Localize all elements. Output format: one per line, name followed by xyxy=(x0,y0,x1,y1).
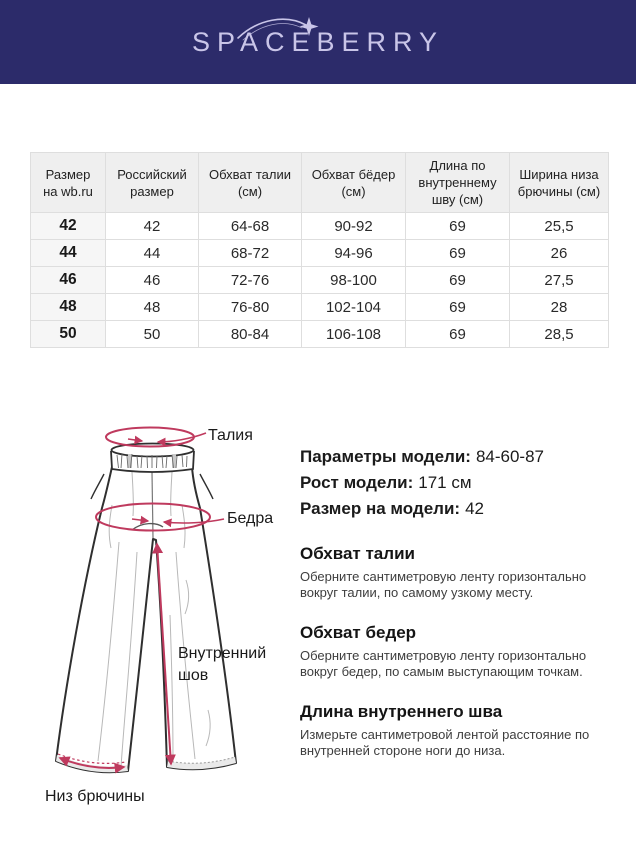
model-params-line: Параметры модели: 84-60-87 xyxy=(300,444,624,470)
waistband-gathers xyxy=(116,453,188,469)
value-cell: 26 xyxy=(509,239,609,268)
hips-measure-text: Оберните сантиметровую ленту горизонталь… xyxy=(300,648,587,679)
measure-info-column: Параметры модели: 84-60-87 Рост модели: 17… xyxy=(300,444,624,759)
table-row: 46 46 72-76 98-100 69 27,5 xyxy=(30,266,609,295)
waist-measure-section: Обхват талии Оберните сантиметровую лент… xyxy=(300,544,624,601)
value-cell: 27,5 xyxy=(509,266,609,295)
value-cell: 46 xyxy=(105,266,199,295)
measurement-marks xyxy=(57,426,225,774)
model-params-value: 84-60-87 xyxy=(475,447,545,466)
model-params-label: Параметры модели: xyxy=(300,447,471,466)
value-cell: 69 xyxy=(405,320,510,349)
column-header: Ширина низа брючины (см) xyxy=(509,151,609,214)
table-row: 50 50 80-84 106-108 69 28,5 xyxy=(30,320,609,349)
column-header: Длина по внутреннему шву (см) xyxy=(405,151,510,214)
model-parameters-block: Параметры модели: 84-60-87 Рост модели: 17… xyxy=(300,444,624,522)
model-size-label: Размер на модели: xyxy=(300,499,461,518)
value-cell: 69 xyxy=(405,293,510,322)
belt-loop-left xyxy=(128,454,132,468)
waist-measure-title: Обхват талии xyxy=(300,544,415,563)
size-cell: 42 xyxy=(30,212,106,241)
center-seam-line xyxy=(151,471,154,539)
value-cell: 69 xyxy=(405,239,510,268)
size-table-head: Размер на wb.ru Российский размер Обхват т… xyxy=(30,151,609,214)
hips-measure-ellipse xyxy=(95,502,211,532)
size-cell: 44 xyxy=(30,239,106,268)
column-header: Размер на wb.ru xyxy=(30,151,106,214)
column-header: Российский размер xyxy=(105,151,199,214)
fold-lines xyxy=(97,471,211,768)
model-height-line: Рост модели: 171 см xyxy=(300,470,624,496)
how-to-measure-sections: Обхват талии Оберните сантиметровую лент… xyxy=(300,544,624,759)
table-row: 42 42 64-68 90-92 69 25,5 xyxy=(30,212,609,241)
value-cell: 69 xyxy=(405,266,510,295)
value-cell: 44 xyxy=(105,239,199,268)
value-cell: 98-100 xyxy=(301,266,406,295)
header-row: Размер на wb.ru Российский размер Обхват т… xyxy=(30,151,609,214)
column-header: Обхват бёдер (см) xyxy=(301,151,406,214)
model-height-value: 171 см xyxy=(418,473,472,492)
size-table-body: 42 42 64-68 90-92 69 25,5 44 44 68-72 94-96 69 26 46… xyxy=(30,212,609,349)
value-cell: 72-76 xyxy=(198,266,302,295)
value-cell: 68-72 xyxy=(198,239,302,268)
value-cell: 94-96 xyxy=(301,239,406,268)
column-header: Обхват талии (см) xyxy=(198,151,302,214)
brand-header: SPACEBERRY xyxy=(0,0,636,84)
brand-name: SPACEBERRY xyxy=(191,26,445,57)
table-row: 44 44 68-72 94-96 69 26 xyxy=(30,239,609,268)
value-cell: 25,5 xyxy=(509,212,609,241)
waist-chevron xyxy=(127,435,144,445)
inseam-measure-section: Длина внутреннего шва Измерьте сантиметр… xyxy=(300,702,624,759)
left-pocket-line xyxy=(90,473,105,500)
hem-dashed-line xyxy=(57,753,127,764)
size-cell: 50 xyxy=(30,320,106,349)
size-table: Размер на wb.ru Российский размер Обхват т… xyxy=(30,151,609,349)
right-hem-dotted-line xyxy=(167,756,236,764)
waist-measure-text: Оберните сантиметровую ленту горизонталь… xyxy=(300,569,587,600)
value-cell: 64-68 xyxy=(198,212,302,241)
right-pocket-line xyxy=(199,473,214,500)
value-cell: 69 xyxy=(405,212,510,241)
value-cell: 80-84 xyxy=(198,320,302,349)
value-cell: 102-104 xyxy=(301,293,406,322)
pants-outline xyxy=(55,466,237,774)
waist-leader-arrow xyxy=(156,432,207,447)
hem-measure-line xyxy=(58,756,126,774)
inseam-measure-text: Измерьте сантиметровой лентой расстояние… xyxy=(300,727,590,758)
hips-measure-title: Обхват бедер xyxy=(300,623,417,642)
value-cell: 76-80 xyxy=(198,293,302,322)
hips-label: Бедра xyxy=(227,510,273,527)
value-cell: 42 xyxy=(105,212,199,241)
waist-label: Талия xyxy=(208,427,253,444)
hips-measure-section: Обхват бедер Оберните сантиметровую лент… xyxy=(300,623,624,680)
value-cell: 28 xyxy=(509,293,609,322)
value-cell: 106-108 xyxy=(301,320,406,349)
size-cell: 48 xyxy=(30,293,106,322)
inseam-label-line1: Внутренний xyxy=(178,645,266,662)
model-size-line: Размер на модели: 42 xyxy=(300,496,624,522)
value-cell: 90-92 xyxy=(301,212,406,241)
brand-logo: SPACEBERRY xyxy=(191,16,445,58)
hips-chevron xyxy=(131,515,150,525)
model-height-label: Рост модели: xyxy=(300,473,414,492)
belt-loop-right xyxy=(172,454,176,468)
hips-leader-arrow xyxy=(162,518,225,528)
value-cell: 50 xyxy=(105,320,199,349)
inseam-label-line2: шов xyxy=(178,667,208,684)
table-row: 48 48 76-80 102-104 69 28 xyxy=(30,293,609,322)
inseam-measure-title: Длина внутреннего шва xyxy=(300,702,503,721)
value-cell: 28,5 xyxy=(509,320,609,349)
hem-label: Низ брючины xyxy=(45,788,145,805)
shooting-star-icon xyxy=(237,16,319,40)
pants-diagram: Талия Бедра Внутренний шов Низ брючины xyxy=(45,426,273,805)
value-cell: 48 xyxy=(105,293,199,322)
model-size-value: 42 xyxy=(465,499,484,518)
inseam-measure-line xyxy=(152,542,176,766)
size-cell: 46 xyxy=(30,266,106,295)
size-table-section: Размер на wb.ru Российский размер Обхват т… xyxy=(30,151,609,349)
waist-opening xyxy=(110,442,195,458)
